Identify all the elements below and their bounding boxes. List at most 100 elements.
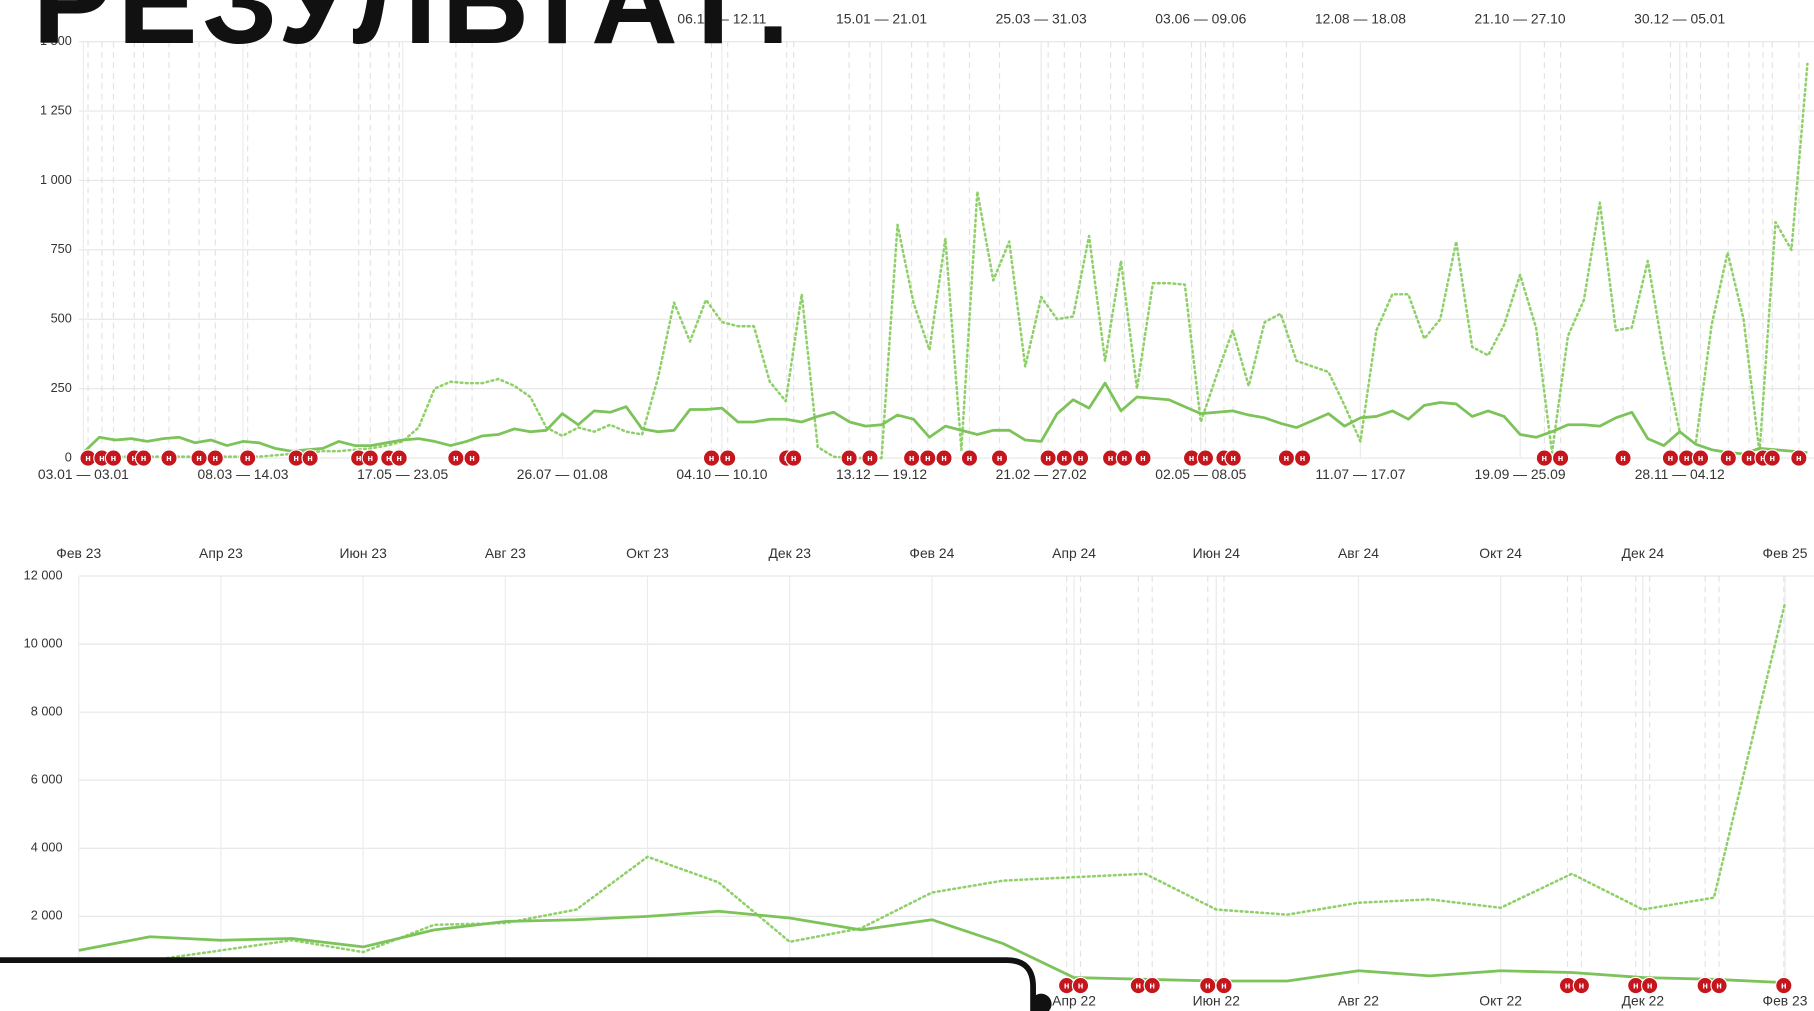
event-marker-label: н [1149,981,1155,991]
event-marker: н [990,449,1009,467]
event-marker-dot [1196,449,1215,467]
event-marker: н [1199,976,1217,995]
event-marker-label: н [1064,981,1070,991]
event-marker-label: н [245,453,251,463]
event-marker: н [190,449,208,467]
event-marker-label: н [1230,453,1236,463]
event-marker: н [1224,449,1242,467]
x-tick-label-top: Окт 23 [626,545,669,561]
event-marker-label: н [85,453,91,463]
y-tick-label: 1 000 [40,172,72,187]
event-marker-dot [301,449,319,467]
event-marker: н [1551,449,1570,467]
event-marker: н [1039,449,1057,467]
x-tick-label-top: 15.01 — 21.01 [836,10,927,26]
event-marker-label: н [469,453,475,463]
event-marker-label: н [941,453,947,463]
event-marker-label: н [909,453,915,463]
event-marker-label: н [867,453,873,463]
event-marker-dot [1710,976,1728,995]
event-marker-dot [1551,449,1570,467]
x-tick-label-top: 25.03 — 31.03 [996,10,1087,26]
x-tick-label-top: Дек 24 [1622,545,1665,561]
event-marker: н [960,449,979,467]
series-line [82,381,1808,456]
event-marker-dot [784,449,803,467]
charts: 0 250 500 750 1 000 1 250 1 500 06.11 — 12.11 15… [24,10,1814,1008]
x-tick-label-bottom: 13.12 — 19.12 [836,466,927,482]
event-marker-label: н [1698,453,1704,463]
event-marker-dot [935,449,953,467]
x-tick-label-bottom: 02.05 — 08.05 [1155,466,1246,482]
event-marker: н [301,449,319,467]
event-marker-label: н [293,453,299,463]
y-tick-label: 6 000 [31,772,63,787]
x-tick-label-bottom: Фев 23 [1763,992,1808,1008]
x-tick-label-bottom: 04.10 — 10.10 [676,466,767,482]
event-marker-label: н [196,453,202,463]
x-tick-label-bottom: 28.11 — 04.12 [1635,466,1725,482]
event-marker-label: н [1221,981,1227,991]
event-marker: н [361,449,379,467]
event-marker-label: н [1769,453,1775,463]
event-marker: н [238,449,257,467]
event-marker-dot [990,449,1009,467]
x-tick-label-bottom: Апр 22 [1052,992,1096,1008]
x-tick-label-top: 12.08 — 18.08 [1315,10,1406,26]
event-marker-label: н [1716,981,1722,991]
event-marker-dot [1691,449,1710,467]
event-marker: н [1572,976,1591,995]
event-marker-dot [1071,976,1090,995]
y-tick-label: 500 [51,311,72,326]
event-marker-dot [1640,976,1659,995]
event-marker-dot [840,449,858,467]
x-tick-label-top: Авг 24 [1338,545,1379,561]
x-tick-label-bottom: 17.05 — 23.05 [357,466,448,482]
x-tick-label-top: Июн 24 [1193,545,1241,561]
event-marker: н [719,449,737,467]
event-marker-label: н [1796,453,1802,463]
event-marker-dot [1215,976,1233,995]
event-marker-label: н [166,453,172,463]
event-marker-label: н [1189,453,1195,463]
event-marker: н [1293,449,1312,467]
event-marker-label: н [1078,453,1084,463]
x-tick-label-top: Фев 24 [909,545,954,561]
event-marker-label: н [1702,981,1708,991]
x-tick-label-bottom: 19.09 — 25.09 [1475,466,1566,482]
series-line [78,909,1786,985]
event-marker: н [1719,449,1737,467]
event-marker-label: н [131,453,137,463]
event-marker-label: н [846,453,852,463]
event-marker-label: н [1542,453,1548,463]
event-marker: н [919,449,937,467]
event-marker: н [1196,449,1215,467]
event-marker-dot [1775,976,1793,995]
event-marker-label: н [1558,453,1564,463]
event-marker: н [840,449,858,467]
event-marker-label: н [1221,453,1227,463]
event-marker: н [935,449,953,467]
x-tick-label-top: Дек 23 [768,545,811,561]
event-marker: н [206,449,224,467]
event-marker-dot [1134,449,1152,467]
event-marker-label: н [997,453,1003,463]
event-marker-dot [1115,449,1134,467]
x-tick-label-bottom: Июн 22 [1193,992,1241,1008]
event-marker-label: н [1760,453,1766,463]
event-marker-dot [1763,449,1781,467]
event-marker: н [1277,449,1296,467]
y-tick-label: 750 [51,241,72,256]
event-marker-label: н [1284,453,1290,463]
event-marker: н [902,449,921,467]
event-marker-label: н [356,453,362,463]
x-tick-label-top: Авг 23 [485,545,526,561]
event-marker: н [1763,449,1781,467]
x-tick-label-top: Окт 24 [1479,545,1522,561]
event-marker-label: н [1647,981,1653,991]
event-marker: н [1790,449,1808,467]
event-marker-label: н [1045,453,1051,463]
event-marker-dot [238,449,257,467]
x-tick-label-top: Июн 23 [339,545,387,561]
